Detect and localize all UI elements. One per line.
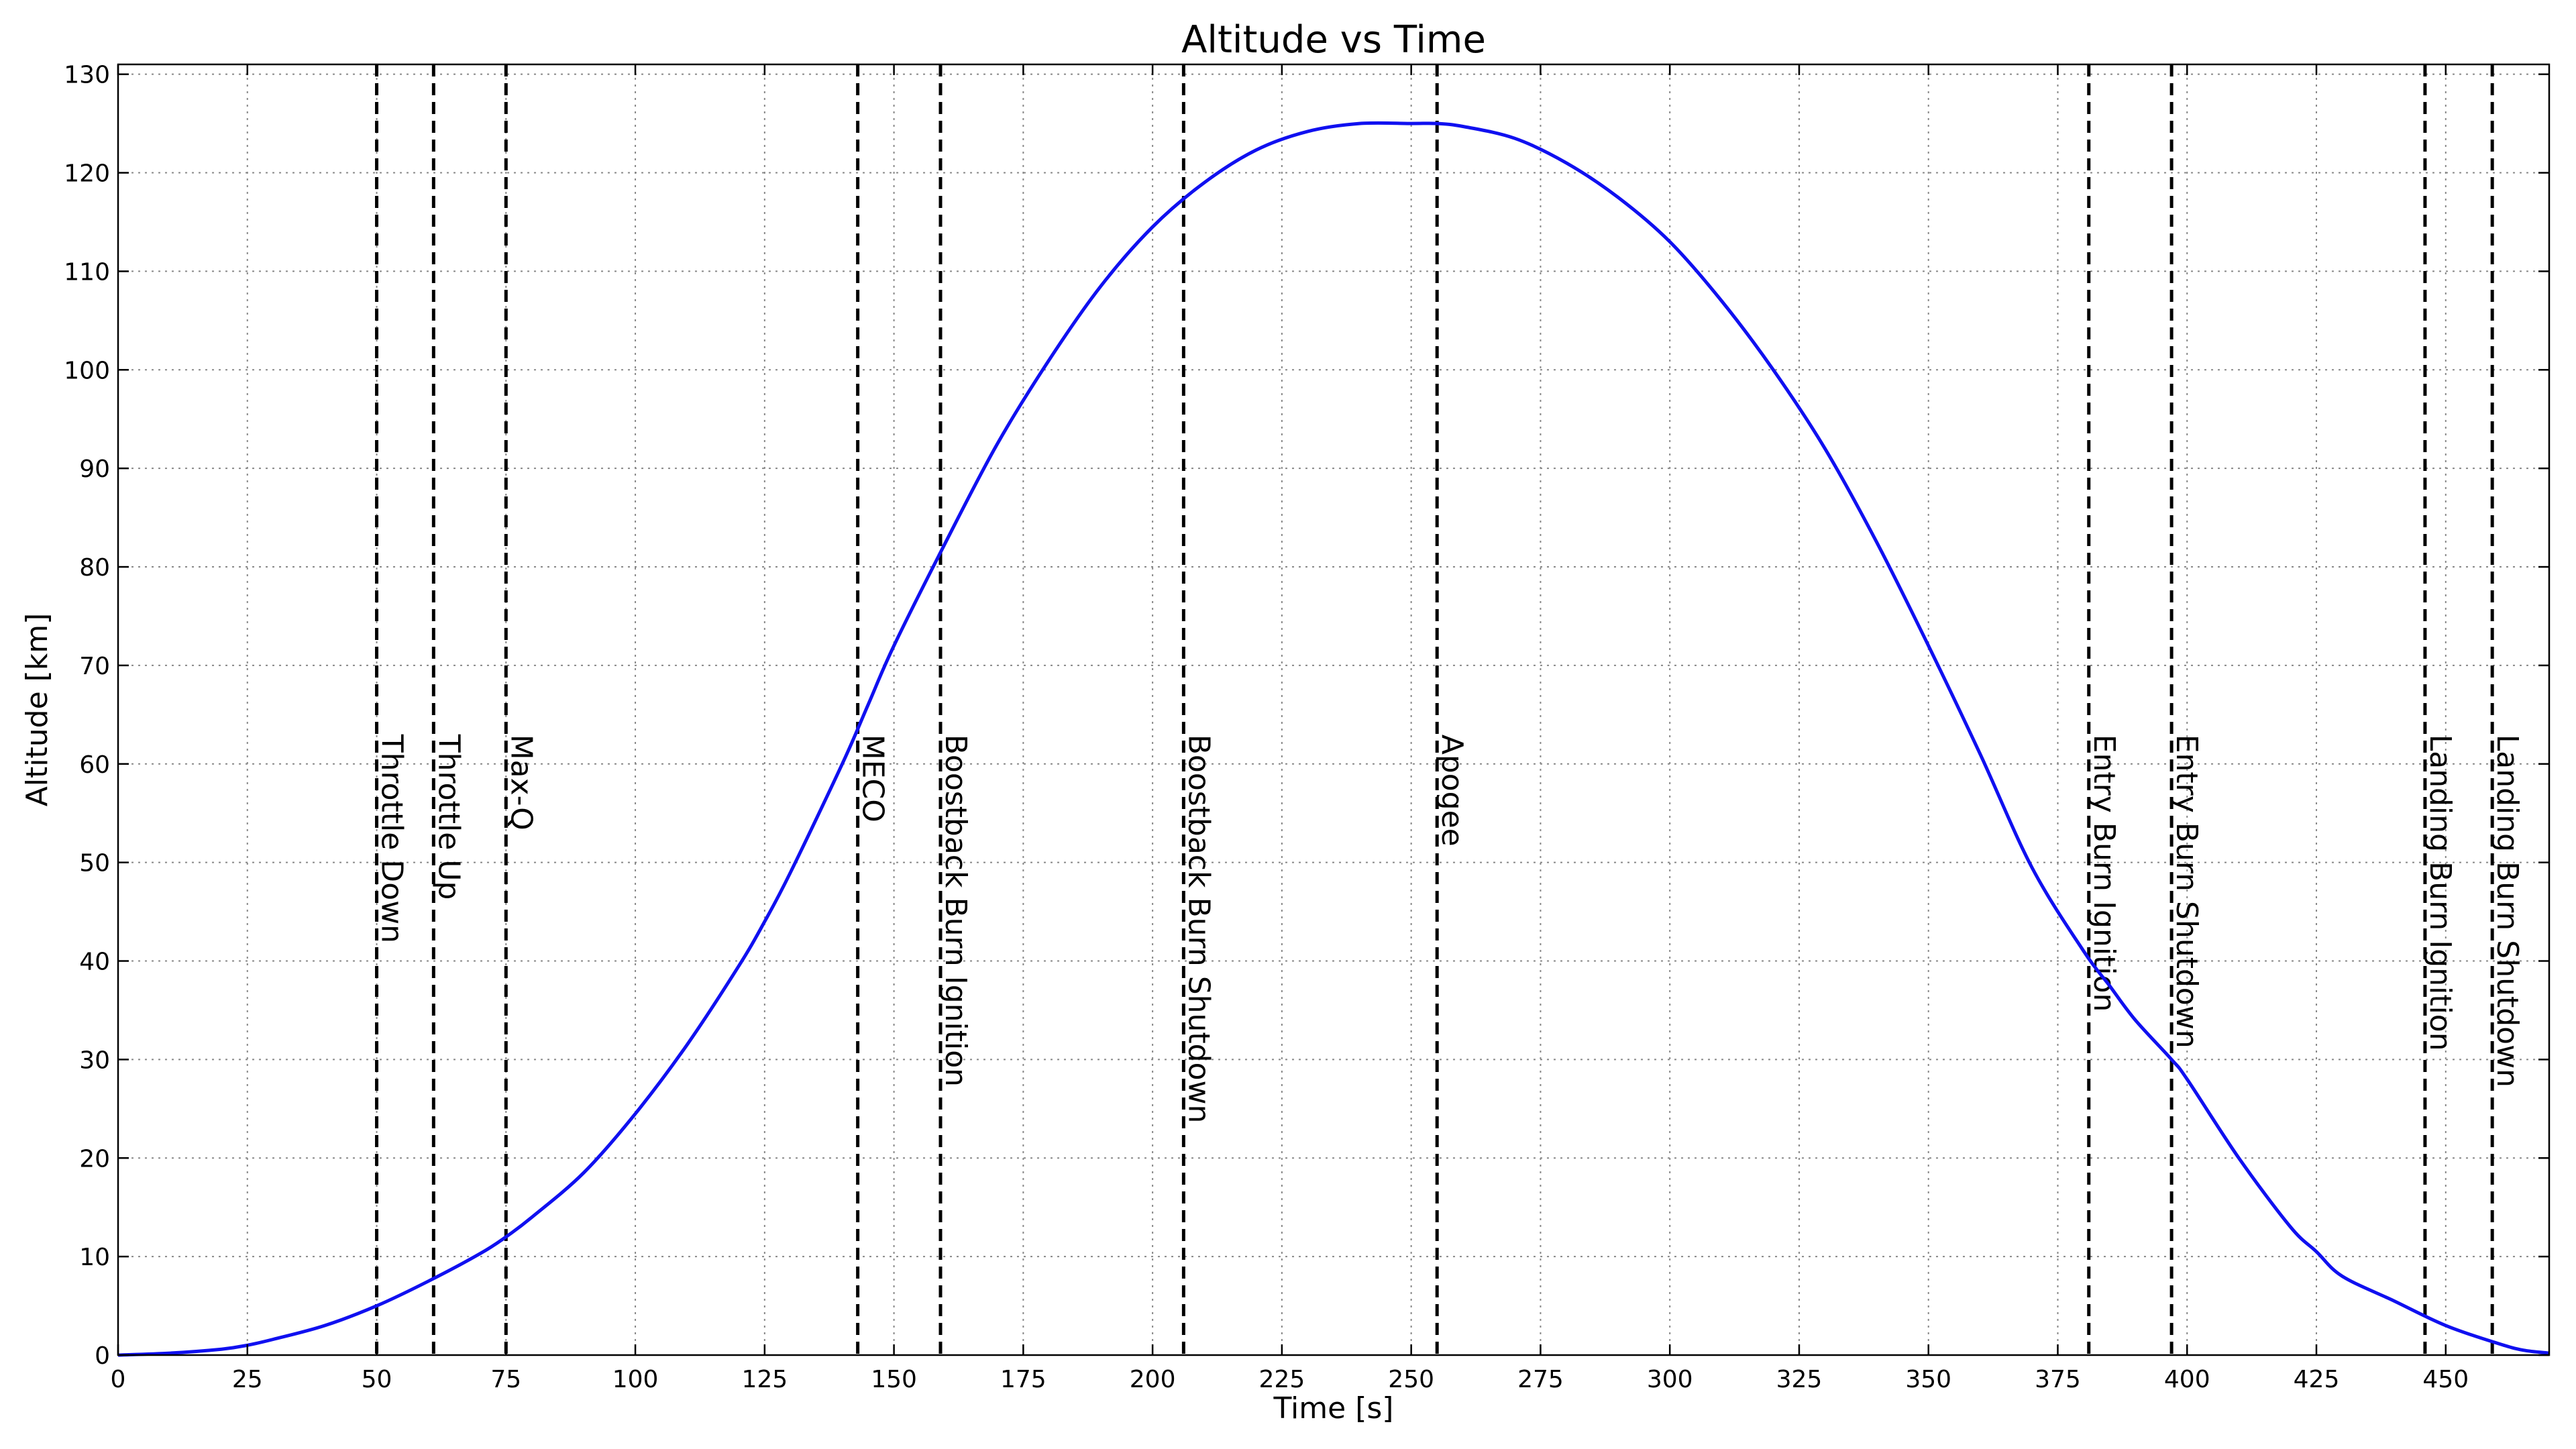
event-label: Boostback Burn Ignition <box>938 735 973 1087</box>
event-label: Entry Burn Ignition <box>2087 735 2121 1012</box>
x-tick-label: 400 <box>2164 1366 2210 1393</box>
event-label: Landing Burn Ignition <box>2423 735 2457 1051</box>
event-label: Landing Burn Shutdown <box>2490 735 2524 1087</box>
chart-title: Altitude vs Time <box>1181 18 1486 62</box>
x-tick-label: 175 <box>1000 1366 1046 1393</box>
y-axis-label: Altitude [km] <box>20 613 54 807</box>
x-tick-label: 225 <box>1259 1366 1305 1393</box>
y-tick-label: 60 <box>79 751 110 779</box>
event-label: Entry Burn Shutdown <box>2169 735 2204 1049</box>
grid-lines <box>118 64 2549 1355</box>
x-tick-label: 250 <box>1388 1366 1434 1393</box>
x-tick-label: 150 <box>871 1366 917 1393</box>
y-tick-label: 70 <box>79 653 110 680</box>
x-tick-label: 75 <box>490 1366 521 1393</box>
x-tick-label: 350 <box>1905 1366 1951 1393</box>
x-tick-label: 300 <box>1647 1366 1693 1393</box>
y-tick-label: 110 <box>64 258 110 286</box>
event-markers: Throttle Down Throttle Up Max-Q MECO Boostba… <box>375 64 2524 1355</box>
data-series <box>117 121 2550 1357</box>
y-tick-label: 40 <box>79 949 110 976</box>
x-tick-label: 275 <box>1517 1366 1564 1393</box>
x-tick-label: 0 <box>111 1366 126 1393</box>
x-tick-label: 325 <box>1776 1366 1823 1393</box>
y-tick-label: 0 <box>95 1342 110 1370</box>
y-tick-label: 130 <box>64 62 110 89</box>
y-tick-label: 120 <box>64 160 110 188</box>
event-label: Boostback Burn Shutdown <box>1181 735 1216 1124</box>
y-tick-label: 80 <box>79 554 110 582</box>
x-tick-label: 375 <box>2035 1366 2081 1393</box>
y-tick-label: 10 <box>79 1244 110 1271</box>
axis-ticks: 0 25 50 75 100 125 150 175 200 225 250 275 300 325 350… <box>64 62 2549 1393</box>
event-label: Throttle Up <box>431 734 466 900</box>
x-tick-label: 100 <box>612 1366 659 1393</box>
event-label: MECO <box>856 735 890 822</box>
x-tick-label: 425 <box>2294 1366 2340 1393</box>
y-tick-label: 100 <box>64 357 110 384</box>
event-label: Throttle Down <box>375 734 409 943</box>
x-tick-label: 125 <box>741 1366 788 1393</box>
y-tick-label: 20 <box>79 1145 110 1173</box>
y-tick-label: 50 <box>79 850 110 877</box>
altitude-series-line <box>117 121 2550 1357</box>
plot-frame <box>117 63 2551 1356</box>
x-tick-label: 50 <box>362 1366 392 1393</box>
event-label: Apogee <box>1435 735 1469 847</box>
y-tick-label: 90 <box>79 455 110 483</box>
x-tick-label: 450 <box>2422 1366 2469 1393</box>
x-tick-label: 200 <box>1130 1366 1176 1393</box>
x-axis-label: Time [s] <box>1273 1391 1394 1426</box>
event-label: Max-Q <box>504 735 538 830</box>
x-tick-label: 25 <box>232 1366 263 1393</box>
y-tick-label: 30 <box>79 1046 110 1074</box>
